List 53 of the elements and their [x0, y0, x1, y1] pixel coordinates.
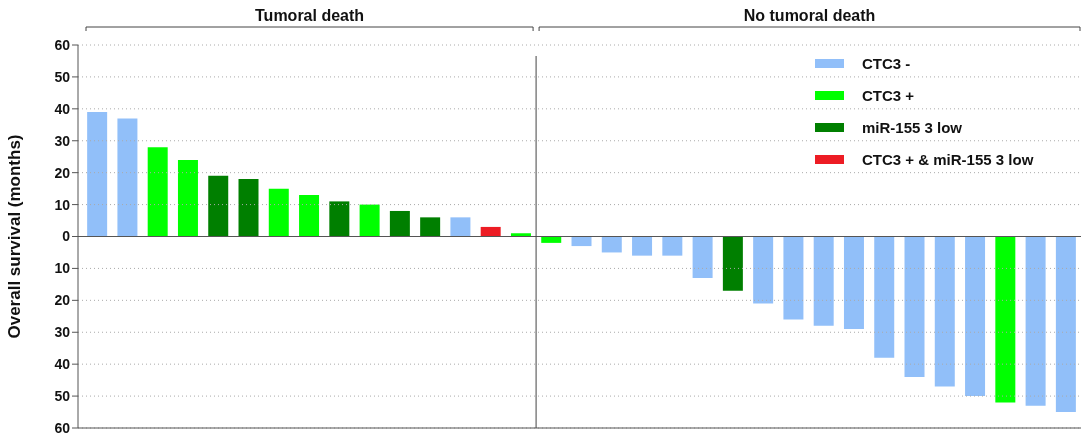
bar: [541, 236, 562, 243]
bar: [753, 236, 774, 304]
y-tick-label: 40: [54, 356, 71, 373]
bar: [1025, 236, 1046, 406]
legend-label: CTC3 +: [862, 86, 915, 104]
y-tick-label: 20: [54, 164, 71, 181]
bar: [632, 236, 653, 256]
bar: [692, 236, 713, 278]
bar: [117, 118, 138, 237]
y-tick-label: 30: [54, 132, 71, 149]
y-tick-label: 10: [54, 260, 71, 277]
bar: [480, 226, 501, 237]
bar: [601, 236, 622, 253]
legend-label: CTC3 + & miR-155 3 low: [862, 150, 1034, 168]
y-tick-label: 60: [54, 419, 71, 436]
text: No tumoral death: [743, 7, 876, 24]
y-tick-label: 30: [54, 324, 71, 341]
bar: [783, 236, 804, 320]
y-tick-label: 40: [54, 100, 71, 117]
bar: [995, 236, 1016, 403]
bar: [813, 236, 834, 326]
bar: [147, 147, 168, 237]
y-tick-label: 60: [54, 36, 71, 53]
legend-label: miR-155 3 low: [862, 118, 963, 136]
bar: [177, 159, 198, 237]
bar: [268, 188, 289, 237]
bar: [1055, 236, 1076, 413]
bar: [420, 217, 441, 237]
legend-label: CTC3 -: [862, 54, 911, 72]
bar: [965, 236, 986, 397]
bar: [662, 236, 683, 256]
bar: [450, 217, 471, 237]
y-tick-label: 0: [62, 228, 71, 245]
bar: [238, 179, 259, 237]
y-tick-label: 50: [54, 388, 71, 405]
bar: [510, 233, 531, 237]
bar: [571, 236, 592, 247]
y-tick-label: 50: [54, 68, 71, 85]
bar: [329, 201, 350, 237]
bar: [389, 210, 410, 237]
bar: [359, 204, 380, 237]
bar: [934, 236, 955, 387]
bar: [87, 112, 108, 237]
bar: [874, 236, 895, 358]
bar: [904, 236, 925, 377]
bar: [299, 195, 320, 237]
y-tick-label: 10: [54, 196, 71, 213]
text: Tumoral death: [255, 7, 365, 24]
bar: [208, 175, 229, 237]
bar: [722, 236, 743, 291]
y-axis-title: Overall survival (months): [5, 134, 25, 339]
bar: [843, 236, 864, 330]
y-tick-label: 20: [54, 292, 71, 309]
